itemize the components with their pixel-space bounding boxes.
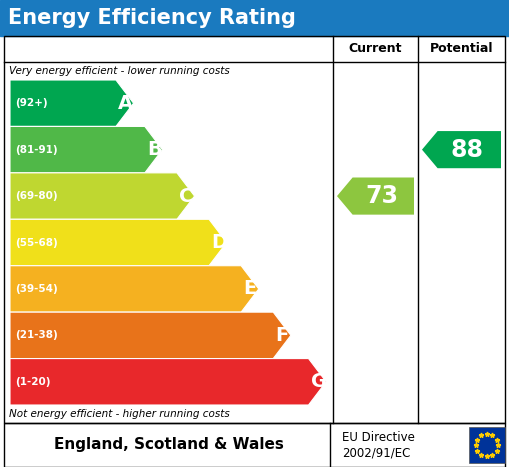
Text: Very energy efficient - lower running costs: Very energy efficient - lower running co… [9, 66, 230, 76]
Text: C: C [179, 187, 193, 205]
Text: 73: 73 [365, 184, 398, 208]
Bar [4, 423, 505, 467]
Text: B: B [147, 140, 161, 159]
Text: (92+): (92+) [15, 98, 48, 108]
Text: (69-80): (69-80) [15, 191, 58, 201]
Text: F: F [275, 326, 289, 345]
Polygon shape [10, 173, 194, 219]
Text: Not energy efficient - higher running costs: Not energy efficient - higher running co… [9, 409, 230, 419]
Polygon shape [337, 177, 414, 215]
Bar [4, 36, 505, 423]
Text: A: A [118, 94, 133, 113]
Polygon shape [10, 359, 326, 405]
Text: (39-54): (39-54) [15, 284, 58, 294]
Text: E: E [243, 279, 257, 298]
Bar [0, 0, 509, 36]
Polygon shape [10, 127, 162, 173]
Text: (55-68): (55-68) [15, 238, 58, 248]
Polygon shape [10, 312, 291, 359]
Polygon shape [10, 80, 133, 127]
Text: D: D [211, 233, 227, 252]
Text: Energy Efficiency Rating: Energy Efficiency Rating [8, 8, 296, 28]
Text: 88: 88 [451, 138, 484, 162]
Text: Current: Current [349, 42, 402, 56]
Bar [469, 427, 505, 463]
Text: (1-20): (1-20) [15, 377, 50, 387]
Text: England, Scotland & Wales: England, Scotland & Wales [54, 438, 284, 453]
Polygon shape [422, 131, 501, 168]
Text: G: G [310, 372, 327, 391]
Text: (21-38): (21-38) [15, 330, 58, 340]
Polygon shape [10, 219, 227, 266]
Text: (81-91): (81-91) [15, 145, 58, 155]
Text: Potential: Potential [430, 42, 493, 56]
Polygon shape [10, 266, 259, 312]
Text: EU Directive
2002/91/EC: EU Directive 2002/91/EC [342, 431, 415, 459]
